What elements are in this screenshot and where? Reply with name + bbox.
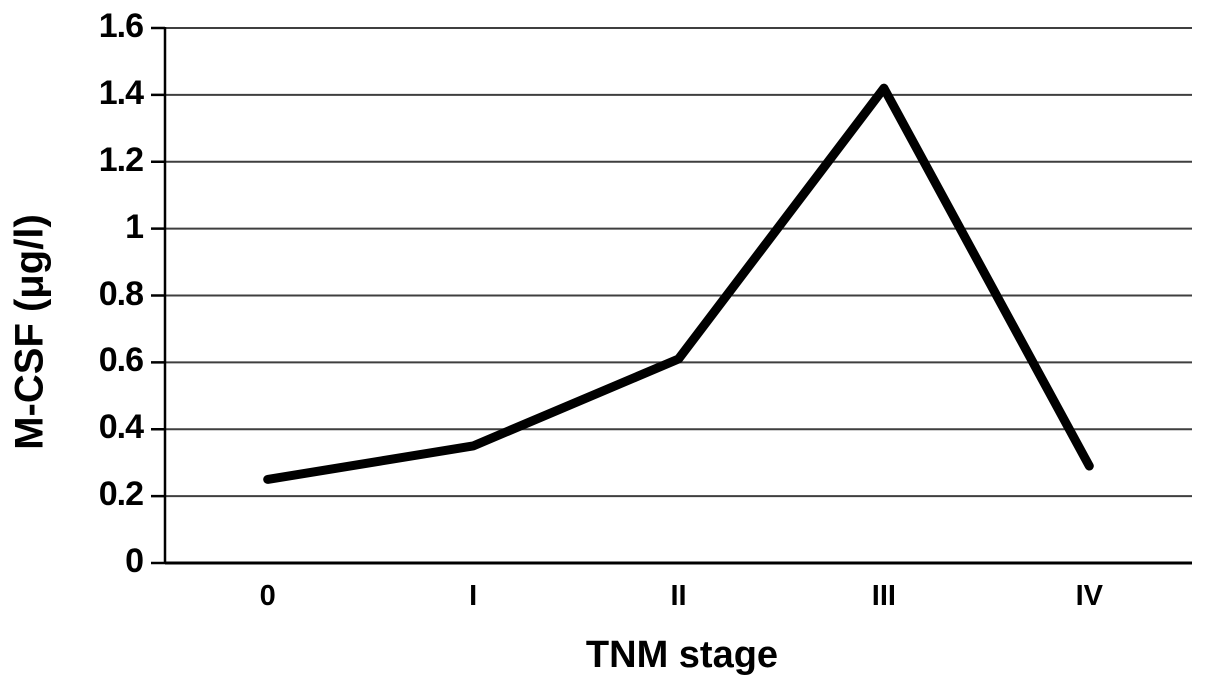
x-axis-tick-label: III — [871, 580, 896, 612]
y-axis-tick-label: 1.6 — [98, 6, 144, 45]
x-axis-tick-label: 0 — [259, 580, 276, 612]
y-axis-tick-label: 1 — [125, 207, 144, 246]
x-axis-title: TNM stage — [585, 634, 779, 676]
y-axis-tick-label: 0.8 — [98, 274, 144, 313]
y-axis-tick-label: 0 — [125, 541, 144, 580]
y-axis-tick-label: 1.4 — [98, 73, 144, 112]
y-axis-tick-label: 0.2 — [98, 475, 144, 514]
x-axis-tick-label: IV — [1075, 580, 1103, 612]
x-axis-tick-label: II — [670, 580, 687, 612]
y-axis-tick-label: 1.2 — [98, 140, 144, 179]
y-axis-tick-label: 0.6 — [98, 341, 144, 380]
y-axis-title: M-CSF (μg/l) — [7, 214, 52, 450]
y-axis-tick-label: 0.4 — [98, 408, 144, 447]
x-axis-tick-label: I — [469, 580, 478, 612]
data-line — [263, 83, 1094, 484]
gridlines — [165, 27, 1192, 498]
axes — [151, 26, 1192, 565]
series-lines — [263, 83, 1094, 484]
